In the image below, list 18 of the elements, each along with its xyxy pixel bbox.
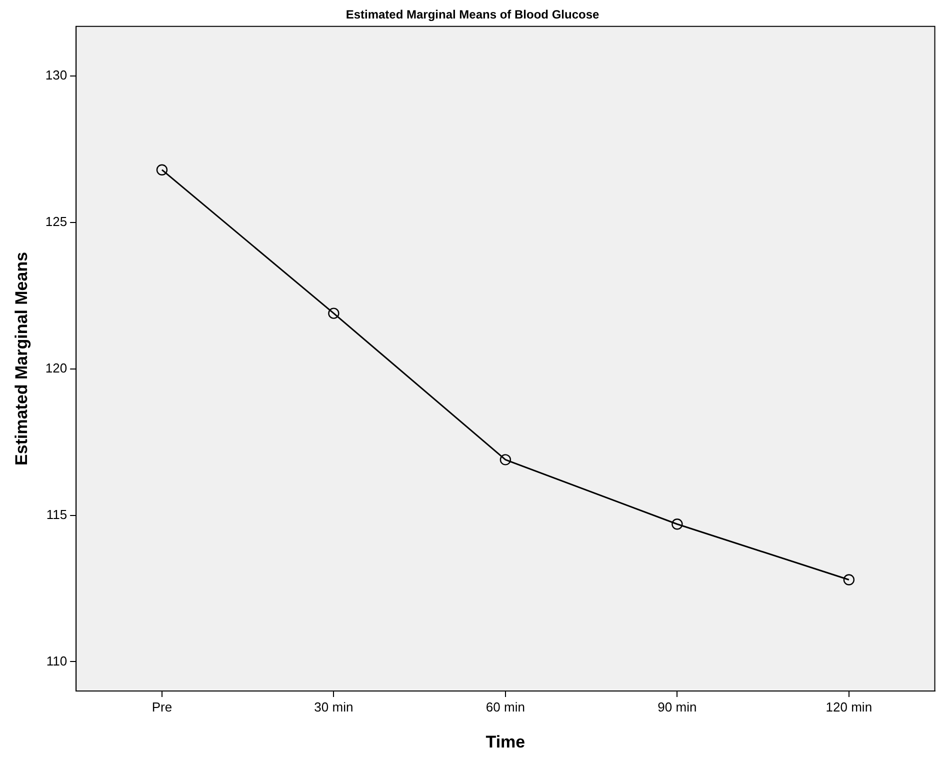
x-tick-label: Pre (152, 699, 172, 714)
y-tick-label: 125 (45, 214, 68, 230)
point (843, 574, 855, 586)
x-tick-label: 30 min (314, 699, 354, 714)
x-tick-label: 90 min (658, 699, 697, 714)
point (156, 164, 168, 176)
point (500, 454, 512, 466)
y-tick-label: 115 (46, 506, 68, 522)
x-tick-label: 120 min (826, 699, 872, 714)
y-tick-label: 110 (46, 653, 68, 668)
chart-title: Estimated Marginal Means of Blood Glucose (346, 8, 600, 22)
x-axis-title: Time (486, 732, 526, 752)
x-tick-label: 60 min (486, 699, 525, 714)
point (672, 518, 683, 530)
point (328, 308, 340, 319)
y-axis-title: Estimated Marginal Means (12, 252, 31, 466)
y-tick-label: 120 (45, 360, 68, 376)
y-tick-label: 130 (45, 68, 68, 83)
